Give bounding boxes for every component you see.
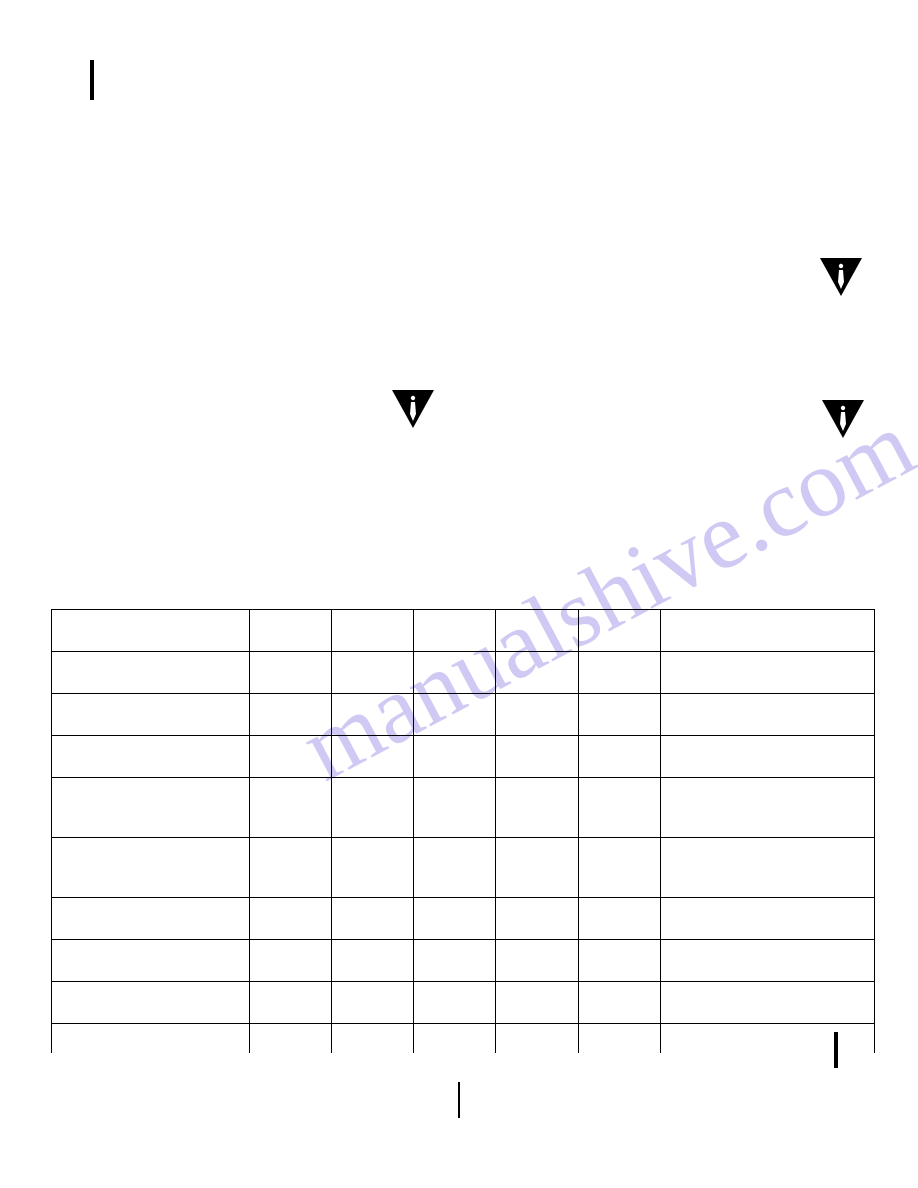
table-cell xyxy=(578,610,660,652)
table-cell xyxy=(578,652,660,694)
table-cell xyxy=(496,694,578,736)
table-cell xyxy=(661,778,875,838)
notes-row xyxy=(51,981,875,1053)
table-cell xyxy=(661,652,875,694)
table-cell xyxy=(496,981,578,1053)
table-cell xyxy=(661,898,875,940)
table-cell xyxy=(496,652,578,694)
table-cell xyxy=(661,736,875,778)
table-cell xyxy=(52,610,250,652)
table-cell xyxy=(578,838,660,898)
table-cell xyxy=(661,694,875,736)
table-cell xyxy=(52,838,250,898)
table-cell xyxy=(52,898,250,940)
info-tie-icon xyxy=(820,398,866,440)
table-cell xyxy=(661,981,875,1053)
table-cell xyxy=(52,736,250,778)
table-cell xyxy=(414,694,496,736)
table-cell xyxy=(331,940,413,982)
table-cell xyxy=(249,778,331,838)
table-cell xyxy=(249,610,331,652)
info-tie-icon xyxy=(818,256,864,298)
table-cell xyxy=(249,694,331,736)
table-cell xyxy=(249,940,331,982)
table-row xyxy=(52,940,875,982)
table-cell xyxy=(331,778,413,838)
table-cell xyxy=(331,610,413,652)
info-tie-icon xyxy=(390,388,436,430)
table-cell xyxy=(414,778,496,838)
table-cell xyxy=(249,838,331,898)
maintenance-table xyxy=(51,609,875,1024)
page: manualshive.com xyxy=(0,0,918,1188)
table-cell xyxy=(249,898,331,940)
table-cell xyxy=(496,610,578,652)
footer-divider xyxy=(458,1082,460,1118)
table-cell xyxy=(578,736,660,778)
table-row xyxy=(52,778,875,838)
table-cell xyxy=(578,940,660,982)
table-cell xyxy=(414,610,496,652)
page-side-mark xyxy=(834,1032,838,1068)
table-cell xyxy=(52,778,250,838)
table-cell xyxy=(578,898,660,940)
table-row xyxy=(52,981,875,1053)
table-cell xyxy=(496,778,578,838)
table-cell xyxy=(331,838,413,898)
table-row xyxy=(52,898,875,940)
table-cell xyxy=(331,981,413,1053)
table-cell xyxy=(578,778,660,838)
table-cell xyxy=(661,610,875,652)
table-cell xyxy=(414,736,496,778)
table-cell xyxy=(249,736,331,778)
notes-table xyxy=(51,981,875,1053)
table-cell xyxy=(414,838,496,898)
table-cell xyxy=(661,838,875,898)
table-cell xyxy=(661,940,875,982)
table-cell xyxy=(414,940,496,982)
table-cell xyxy=(249,652,331,694)
table-row xyxy=(52,838,875,898)
table-cell xyxy=(414,981,496,1053)
table-cell xyxy=(331,694,413,736)
table-cell xyxy=(414,652,496,694)
table-cell xyxy=(331,736,413,778)
table-cell xyxy=(496,838,578,898)
page-corner-mark xyxy=(90,60,94,100)
table-row xyxy=(52,736,875,778)
table-cell xyxy=(52,652,250,694)
table-cell xyxy=(414,898,496,940)
table-cell xyxy=(496,736,578,778)
table-cell xyxy=(578,694,660,736)
table-cell xyxy=(331,898,413,940)
table-cell xyxy=(496,940,578,982)
table-cell xyxy=(249,981,331,1053)
table-cell xyxy=(331,652,413,694)
page-footer xyxy=(0,1082,918,1118)
table-row xyxy=(52,652,875,694)
table-row xyxy=(52,694,875,736)
table-cell xyxy=(52,981,250,1053)
table-cell xyxy=(496,898,578,940)
table xyxy=(51,609,875,1024)
table-row xyxy=(52,610,875,652)
table-cell xyxy=(52,694,250,736)
table-cell xyxy=(52,940,250,982)
table-cell xyxy=(578,981,660,1053)
